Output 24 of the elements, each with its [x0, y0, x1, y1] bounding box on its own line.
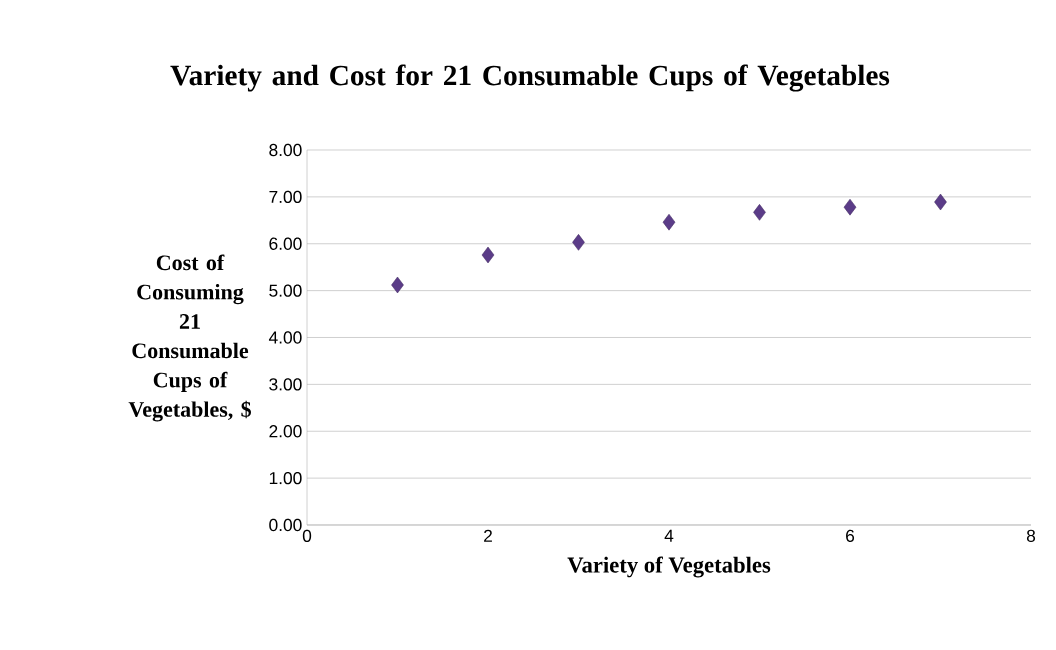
y-tick-label: 7.00: [269, 190, 302, 203]
x-tick-label: 2: [484, 529, 492, 542]
point: [753, 204, 766, 221]
point: [934, 193, 947, 211]
point: [391, 276, 404, 294]
y-tick-label: 2.00: [269, 425, 302, 438]
point: [662, 213, 676, 231]
x-axis-title: Variety of Vegetables: [567, 556, 771, 578]
chart-title: Variety and Cost for 21 Consumable Cups of Vegetables: [170, 64, 890, 92]
y-axis-title: Cost of Consuming 21 Consumable Cups of Vegetables, $: [128, 254, 251, 422]
point: [481, 246, 495, 264]
x-tick-label: 8: [1026, 529, 1036, 542]
y-tick-label: 0.00: [269, 518, 302, 532]
point: [572, 234, 585, 251]
y-tick-label: 8.00: [269, 143, 302, 157]
x-tick-label: 6: [846, 529, 855, 542]
x-tick-label: 4: [664, 529, 674, 542]
point: [843, 198, 857, 216]
y-tick-label: 3.00: [269, 378, 302, 391]
x-tick-label: 0: [302, 529, 312, 542]
y-tick-label: 4.00: [268, 331, 302, 344]
y-tick-label: 6.00: [269, 237, 302, 250]
y-tick-label: 1.00: [269, 471, 302, 485]
y-tick-label: 5.00: [269, 284, 302, 297]
